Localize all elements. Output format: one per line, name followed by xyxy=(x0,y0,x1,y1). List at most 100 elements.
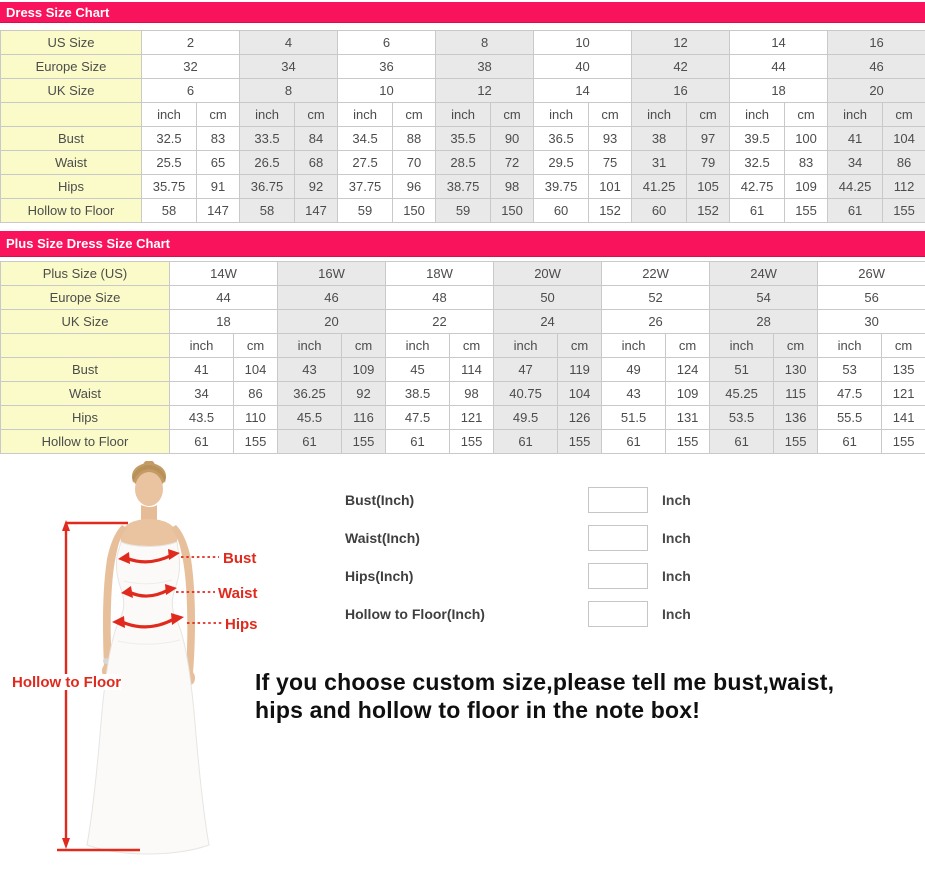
measure-cell: 61 xyxy=(729,198,786,223)
table-row: Bust 32.5 83 33.5 84 34.5 88 35.5 90 36.5 93 38 97 39… xyxy=(0,126,925,151)
measure-cell: 68 xyxy=(294,150,339,175)
hips-label: Hips(Inch) xyxy=(345,568,414,584)
size-cell: 22W xyxy=(601,261,711,286)
measure-cell: 41.25 xyxy=(631,174,688,199)
measure-cell: 49.5 xyxy=(493,405,559,430)
hollow-to-floor-unit-label: Inch xyxy=(662,606,691,622)
unit-cell: inch xyxy=(337,102,394,127)
measure-cell: 42.75 xyxy=(729,174,786,199)
size-cell: 18W xyxy=(385,261,495,286)
row-label: Bust xyxy=(0,357,170,382)
measure-cell: 61 xyxy=(277,429,343,454)
size-cell: 26 xyxy=(601,309,711,334)
measure-cell: 112 xyxy=(882,174,925,199)
measure-cell: 59 xyxy=(435,198,492,223)
measure-cell: 109 xyxy=(665,381,711,406)
hollow-to-floor-label: Hollow to Floor(Inch) xyxy=(345,606,485,622)
measure-cell: 150 xyxy=(392,198,437,223)
standard-size-table: US Size 2 4 6 8 10 12 14 16 Europe Size 32 34 36 38 40… xyxy=(0,30,925,223)
measure-cell: 104 xyxy=(882,126,925,151)
unit-cell: inch xyxy=(827,102,884,127)
table-row: Waist 25.5 65 26.5 68 27.5 70 28.5 72 29.5 75 31 79 3… xyxy=(0,150,925,175)
size-cell: 46 xyxy=(277,285,387,310)
size-cell: 42 xyxy=(631,54,731,79)
row-label: Europe Size xyxy=(0,54,142,79)
measure-cell: 38.5 xyxy=(385,381,451,406)
table-row: Europe Size 32 34 36 38 40 42 44 46 xyxy=(0,54,925,79)
row-label: Bust xyxy=(0,126,142,151)
arrowheads xyxy=(62,520,70,849)
measure-cell: 105 xyxy=(686,174,731,199)
measure-cell: 147 xyxy=(195,198,241,223)
size-cell: 14 xyxy=(729,30,829,55)
measure-cell: 84 xyxy=(294,126,339,151)
unit-cell: inch xyxy=(601,333,667,358)
measure-cell: 92 xyxy=(294,174,339,199)
waist-diagram-label: Waist xyxy=(218,585,257,602)
measure-cell: 86 xyxy=(232,381,279,406)
waist-input[interactable] xyxy=(588,525,648,551)
size-cell: 20W xyxy=(493,261,603,286)
size-cell: 38 xyxy=(435,54,535,79)
row-label: Europe Size xyxy=(0,285,170,310)
bust-input[interactable] xyxy=(588,487,648,513)
measure-cell: 51.5 xyxy=(601,405,667,430)
size-cell: 50 xyxy=(493,285,603,310)
measure-cell: 41 xyxy=(169,357,234,382)
table-row: Hips 43.5 110 45.5 116 47.5 121 49.5 126 51.5 131 5… xyxy=(0,405,925,430)
size-cell: 30 xyxy=(817,309,925,334)
custom-size-note: If you choose custom size,please tell me… xyxy=(255,668,923,724)
table-row: Hips 35.75 91 36.75 92 37.75 96 38.75 98 39.75 101… xyxy=(0,174,925,199)
measure-cell: 115 xyxy=(773,381,819,406)
row-label xyxy=(0,333,170,358)
measure-cell: 34 xyxy=(827,150,884,175)
measure-cell: 116 xyxy=(341,405,387,430)
measure-cell: 147 xyxy=(294,198,339,223)
measure-cell: 109 xyxy=(341,357,387,382)
unit-cell: inch xyxy=(239,102,296,127)
waist-unit-label: Inch xyxy=(662,530,691,546)
size-cell: 14W xyxy=(168,261,279,286)
unit-cell: inch xyxy=(141,102,197,127)
measure-cell: 39.5 xyxy=(729,126,786,151)
measure-cell: 39.75 xyxy=(533,174,590,199)
table-row: US Size 2 4 6 8 10 12 14 16 xyxy=(0,30,925,55)
measure-cell: 35.75 xyxy=(141,174,197,199)
hips-input[interactable] xyxy=(588,563,648,589)
measure-cell: 155 xyxy=(784,198,829,223)
size-cell: 40 xyxy=(533,54,633,79)
size-cell: 52 xyxy=(601,285,711,310)
unit-cell: cm xyxy=(784,102,829,127)
table-row: inch cm inch cm inch cm inch cm inch cm inch cm inch… xyxy=(0,333,925,358)
size-cell: 12 xyxy=(435,78,535,103)
measure-cell: 53 xyxy=(817,357,883,382)
measure-cell: 96 xyxy=(392,174,437,199)
measure-cell: 86 xyxy=(882,150,925,175)
row-label: US Size xyxy=(0,30,142,55)
measure-cell: 37.75 xyxy=(337,174,394,199)
table-row: Plus Size (US) 14W 16W 18W 20W 22W 24W 26W xyxy=(0,261,925,286)
measure-cell: 61 xyxy=(709,429,775,454)
bust-diagram-label: Bust xyxy=(223,550,256,567)
size-cell: 20 xyxy=(277,309,387,334)
size-cell: 12 xyxy=(631,30,731,55)
hollow-to-floor-input[interactable] xyxy=(588,601,648,627)
measure-cell: 83 xyxy=(195,126,241,151)
measure-cell: 79 xyxy=(686,150,731,175)
measure-cell: 61 xyxy=(385,429,451,454)
table-row: Hollow to Floor 61 155 61 155 61 155 61 155 61 155… xyxy=(0,429,925,454)
measure-cell: 83 xyxy=(784,150,829,175)
measure-cell: 93 xyxy=(588,126,633,151)
measure-cell: 61 xyxy=(493,429,559,454)
table-row: Europe Size 44 46 48 50 52 54 56 xyxy=(0,285,925,310)
table-row: Hollow to Floor 58 147 58 147 59 150 59 150 60 152… xyxy=(0,198,925,223)
measure-cell: 136 xyxy=(773,405,819,430)
measure-cell: 58 xyxy=(239,198,296,223)
unit-cell: cm xyxy=(490,102,535,127)
measure-cell: 98 xyxy=(490,174,535,199)
row-label: Plus Size (US) xyxy=(0,261,170,286)
measure-cell: 25.5 xyxy=(141,150,197,175)
measure-cell: 135 xyxy=(881,357,925,382)
unit-cell: inch xyxy=(631,102,688,127)
